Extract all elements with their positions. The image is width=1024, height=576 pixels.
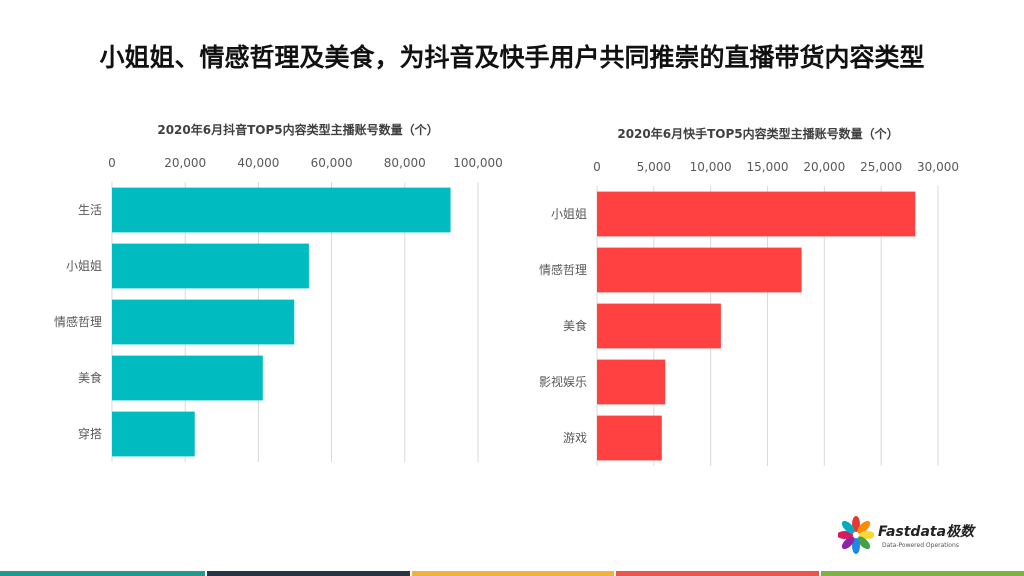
footer-segment bbox=[0, 571, 205, 576]
flower-logo-icon bbox=[838, 515, 874, 555]
chart-title: 2020年6月快手TOP5内容类型主播账号数量（个） bbox=[617, 126, 898, 141]
x-tick-label: 30,000 bbox=[917, 160, 959, 174]
category-label: 美食 bbox=[563, 318, 587, 333]
x-tick-label: 15,000 bbox=[747, 160, 789, 174]
footer-segment bbox=[207, 571, 410, 576]
x-tick-label: 0 bbox=[593, 160, 601, 174]
x-tick-label: 10,000 bbox=[690, 160, 732, 174]
kuaishou-bar-chart: 2020年6月快手TOP5内容类型主播账号数量（个） 0 5,000 10,000 15… bbox=[0, 0, 1024, 576]
category-label: 影视娱乐 bbox=[539, 374, 587, 389]
bar-5 bbox=[597, 416, 662, 461]
logo-tagline: Data-Powered Operations bbox=[882, 542, 959, 549]
logo-name: Fastdata极数 bbox=[878, 521, 974, 541]
category-label: 情感哲理 bbox=[539, 262, 587, 277]
footer-segment bbox=[412, 571, 615, 576]
category-label: 小姐姐 bbox=[551, 207, 587, 221]
bar-3 bbox=[597, 304, 721, 349]
fastdata-logo: Fastdata极数 Data-Powered Operations bbox=[838, 515, 998, 563]
bar-2 bbox=[597, 248, 802, 293]
bar-1 bbox=[597, 192, 915, 237]
x-tick-label: 25,000 bbox=[860, 160, 902, 174]
footer-segment bbox=[821, 571, 1024, 576]
bar-4 bbox=[597, 360, 665, 405]
footer-segment bbox=[616, 571, 819, 576]
x-tick-label: 5,000 bbox=[637, 160, 671, 174]
category-label: 游戏 bbox=[563, 431, 587, 445]
x-tick-label: 20,000 bbox=[803, 160, 845, 174]
